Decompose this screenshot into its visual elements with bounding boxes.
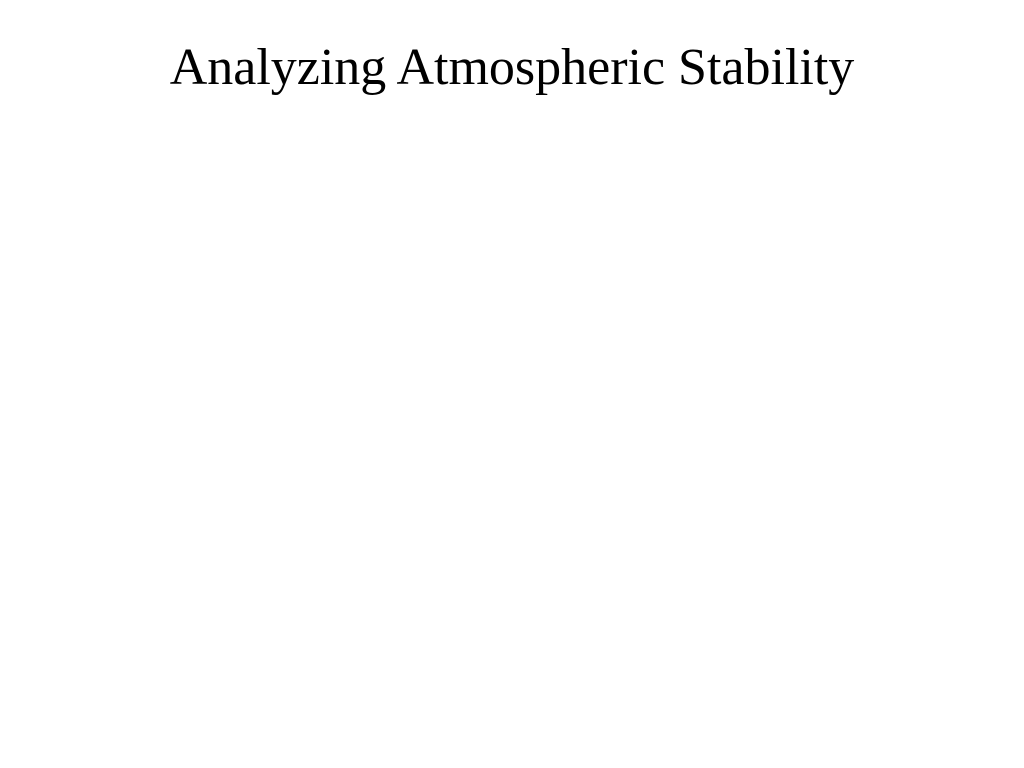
slide-container: Analyzing Atmospheric Stability [0, 0, 1024, 768]
slide-title: Analyzing Atmospheric Stability [0, 38, 1024, 97]
